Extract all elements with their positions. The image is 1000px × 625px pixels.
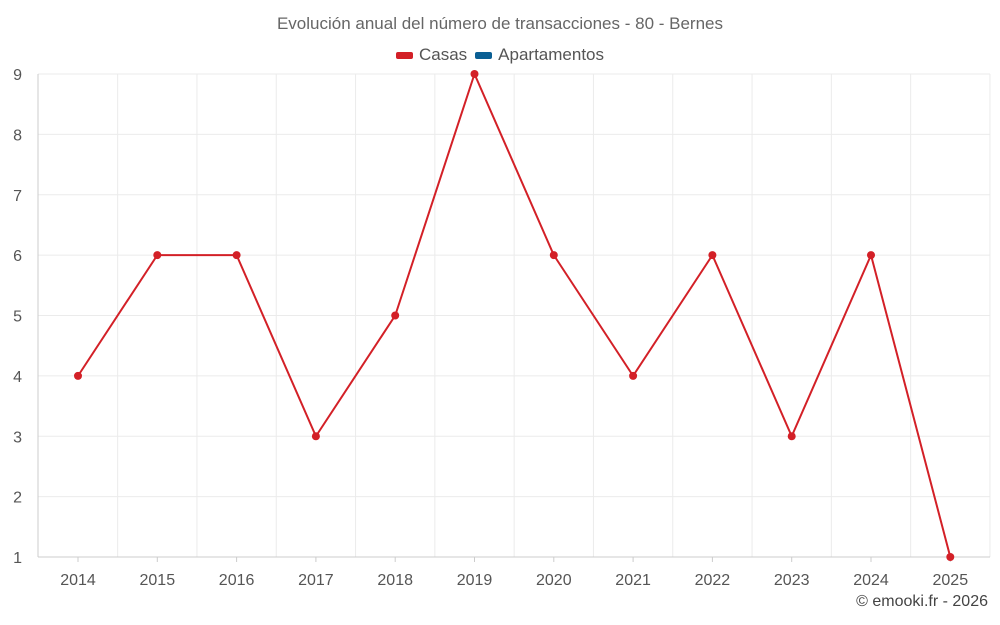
data-point-casas-2014[interactable] <box>74 371 82 380</box>
x-tick-label: 2021 <box>615 572 651 589</box>
x-tick-label: 2020 <box>536 572 572 589</box>
data-point-casas-2019[interactable] <box>470 70 479 78</box>
y-tick-label: 9 <box>13 67 22 84</box>
y-tick-label: 1 <box>13 550 22 567</box>
y-tick-label: 5 <box>13 309 22 326</box>
x-tick-label: 2015 <box>140 572 176 589</box>
data-point-casas-2018[interactable] <box>391 311 400 320</box>
legend-item-apartamentos[interactable]: Apartamentos <box>475 45 604 65</box>
x-tick-label: 2023 <box>774 572 810 589</box>
data-point-casas-2017[interactable] <box>311 432 320 441</box>
x-tick-label: 2017 <box>298 572 334 589</box>
y-tick-label: 6 <box>13 248 22 265</box>
data-point-casas-2025[interactable] <box>946 553 955 561</box>
data-point-casas-2021[interactable] <box>629 371 638 380</box>
tick-labels: 1 2 3 4 5 6 7 8 9 2014 2015 2016 2017 2018 2019 2020 202… <box>13 67 968 589</box>
x-tick-label: 2016 <box>219 572 255 589</box>
x-tick-label: 2018 <box>377 572 413 589</box>
credit-text: © emooki.fr - 2026 <box>856 593 988 610</box>
grid <box>38 73 991 557</box>
x-tick-label: 2022 <box>695 572 731 589</box>
legend-label-apartamentos: Apartamentos <box>498 45 605 64</box>
legend-swatch-casas <box>395 51 413 59</box>
data-point-casas-2016[interactable] <box>232 251 241 260</box>
data-point-casas-2015[interactable] <box>153 251 162 260</box>
legend-swatch-apartamentos <box>475 51 493 59</box>
y-tick-label: 4 <box>13 369 22 386</box>
legend-item-casas[interactable]: Casas <box>395 45 468 65</box>
legend: Casas Apartamentos <box>0 45 1000 65</box>
legend-label-casas: Casas <box>418 45 468 64</box>
x-tick-label: 2025 <box>933 572 969 589</box>
y-tick-label: 2 <box>13 490 22 507</box>
data-point-casas-2020[interactable] <box>549 251 558 260</box>
series-line-casas <box>77 73 952 558</box>
x-tick-label: 2014 <box>60 572 96 589</box>
x-tick-label: 2019 <box>457 572 493 589</box>
data-point-casas-2022[interactable] <box>708 251 717 260</box>
y-tick-label: 3 <box>13 429 22 446</box>
data-point-casas-2023[interactable] <box>787 432 796 441</box>
axes <box>37 74 990 562</box>
chart-title: Evolución anual del número de transaccio… <box>276 14 724 33</box>
y-tick-label: 8 <box>13 127 22 144</box>
x-tick-label: 2024 <box>853 572 889 589</box>
y-tick-label: 7 <box>13 188 22 205</box>
series-layer <box>74 70 955 561</box>
data-point-casas-2024[interactable] <box>867 251 875 260</box>
